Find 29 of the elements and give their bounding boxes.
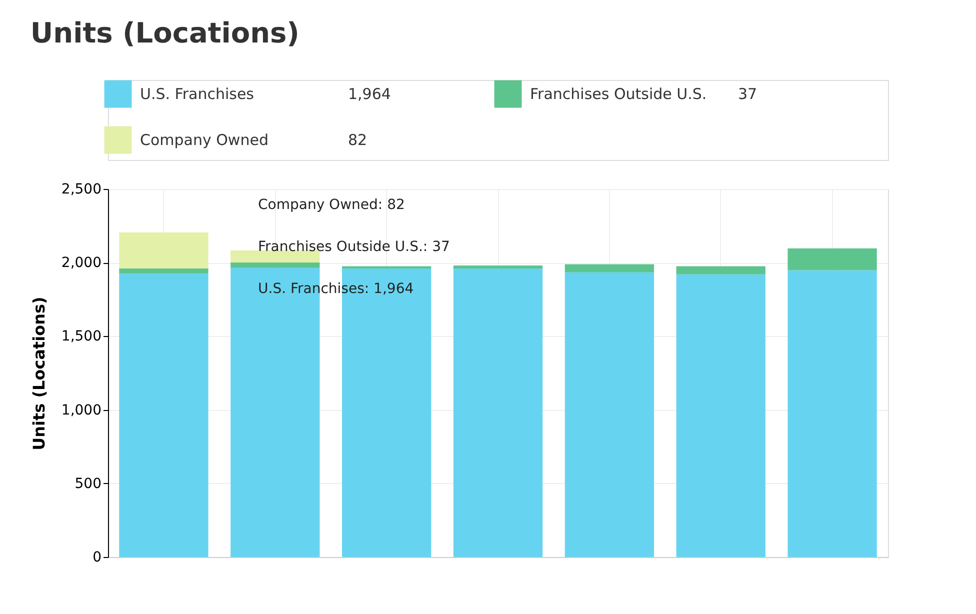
bar [453,268,543,557]
y-tick-label: 2,000 [61,255,102,272]
bar [119,232,208,268]
text: 37 [738,85,758,103]
y-tick-label: 500 [74,476,102,492]
y-tick-label: 0 [92,550,102,566]
text: 1,964 [348,85,391,103]
bar [119,268,208,274]
annotation: Company Owned: 82 [258,197,405,213]
bar [230,262,320,268]
bar [230,250,320,262]
y-tick-label: 2,500 [61,182,102,198]
bar [564,264,654,272]
bar [453,266,543,268]
text: 82 [348,131,368,149]
y-tick-label: 1,000 [61,402,102,418]
chart-title: Units (Locations) [30,16,300,50]
bar [119,274,208,557]
annotation: Franchises Outside U.S.: 37 [258,239,450,255]
y-tick-label: 1,500 [61,328,102,345]
bar [676,266,766,274]
legend-label: Franchises Outside U.S. [530,85,707,103]
legend-label: U.S. Franchises [140,85,254,103]
bar [564,272,654,557]
y-axis-title: Units (Locations) [29,296,48,450]
bar [788,248,877,270]
legend-label: Company Owned [140,131,268,149]
bar [676,274,766,557]
bar [788,270,877,557]
